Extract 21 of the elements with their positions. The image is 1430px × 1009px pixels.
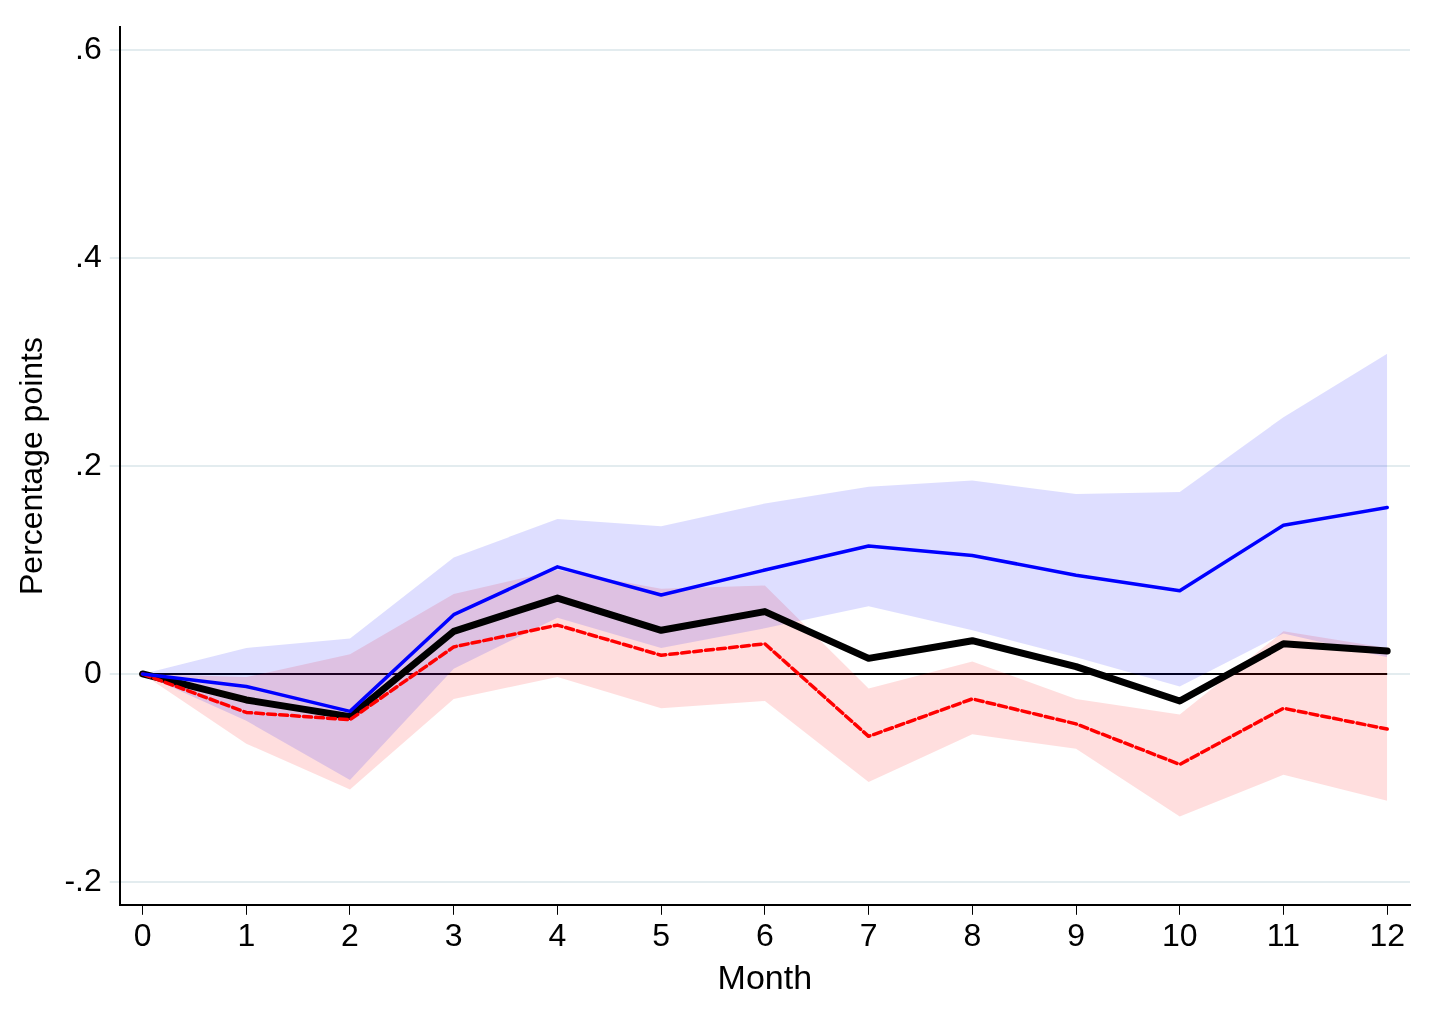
x-tick-label: 4 — [548, 916, 567, 953]
y-tick-label: .6 — [75, 29, 102, 66]
line-series — [140, 623, 1389, 767]
y-tick-label: .4 — [75, 237, 102, 274]
x-tick-label: 3 — [444, 916, 463, 953]
x-tick-label: 8 — [963, 916, 982, 953]
y-tick-label: .2 — [75, 445, 102, 482]
x-tick-label: 10 — [1161, 916, 1198, 953]
y-tick-label: 0 — [83, 653, 102, 690]
x-axis-title: Month — [717, 957, 813, 996]
x-tick-label: 11 — [1266, 916, 1301, 953]
y-tick-label: -.2 — [64, 861, 102, 898]
x-tick-label: 6 — [755, 916, 774, 953]
x-tick-label: 9 — [1067, 916, 1085, 953]
x-tick-label: 1 — [237, 916, 256, 953]
x-tick-label: 12 — [1369, 916, 1405, 953]
x-tick-label: 7 — [859, 916, 878, 953]
x-tick-label: 5 — [652, 916, 671, 953]
x-tick-label: 0 — [133, 916, 152, 953]
x-tick-label: 2 — [341, 916, 359, 953]
y-axis-title: Percentage points — [13, 337, 50, 595]
